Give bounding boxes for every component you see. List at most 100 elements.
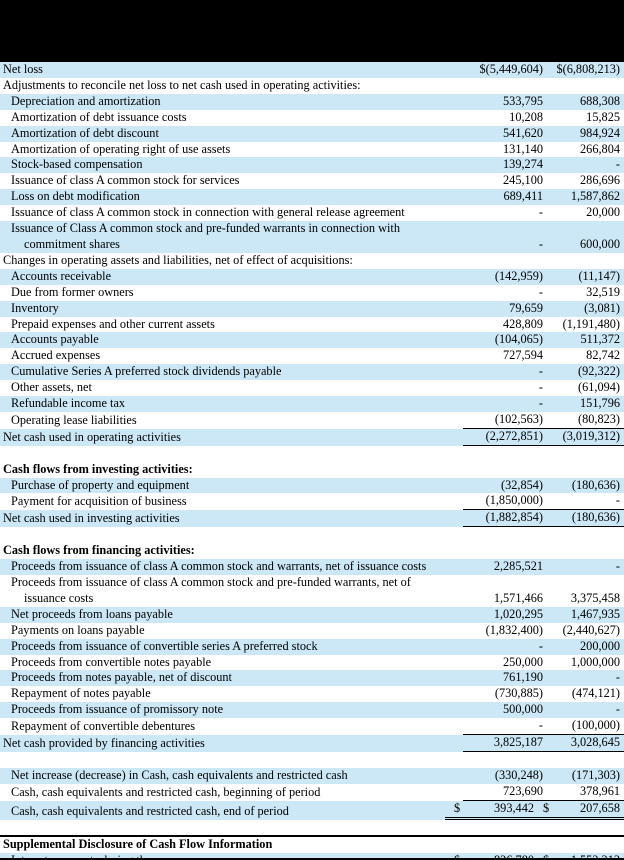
row-value-col2: (92,322) bbox=[543, 364, 624, 380]
row-label-line1: Repayment of notes payable bbox=[11, 686, 151, 701]
row-amount-col2: 511,372 bbox=[580, 332, 620, 347]
row-amount-col2: (474,121) bbox=[571, 686, 620, 701]
row-value-col1: 79,659 bbox=[463, 301, 543, 317]
row-amount-col1: (32,854) bbox=[500, 477, 543, 492]
row-label-line1: Payments on loans payable bbox=[11, 622, 145, 637]
table-row: Accounts receivable (142,959) (11,147) bbox=[0, 268, 624, 285]
row-label: Accounts receivable bbox=[0, 269, 463, 285]
row-amount-col1: (104,065) bbox=[494, 332, 543, 347]
row-label-line1: Amortization of debt issuance costs bbox=[11, 109, 187, 124]
row-value-col2: 200,000 bbox=[543, 639, 624, 655]
row-label: Due from former owners bbox=[0, 285, 463, 301]
row-value-col1: 1,020,295 bbox=[463, 607, 543, 623]
row-label: Cumulative Series A preferred stock divi… bbox=[0, 364, 463, 380]
row-label-line1: Interest payments during the year bbox=[11, 853, 445, 858]
row-label: Proceeds from notes payable, net of disc… bbox=[0, 670, 463, 686]
row-amount-col1: 245,100 bbox=[503, 173, 543, 188]
row-value-col2: 688,308 bbox=[543, 94, 624, 110]
row-amount-col1: (102,563) bbox=[494, 411, 543, 426]
row-amount-col1: 131,140 bbox=[503, 141, 543, 156]
row-amount-col2: 3,375,458 bbox=[570, 590, 620, 605]
row-amount-col2: 600,000 bbox=[580, 236, 620, 251]
table-row: Net cash provided by financing activitie… bbox=[0, 735, 624, 752]
row-label: Repayment of notes payable bbox=[0, 686, 463, 702]
row-amount-col2: - bbox=[615, 702, 620, 717]
row-label-line1: Other assets, net bbox=[11, 380, 92, 395]
row-value-col1: 727,594 bbox=[463, 348, 543, 364]
row-label-line1: Proceeds from issuance of convertible se… bbox=[11, 638, 318, 653]
row-label-line1: Cash, cash equivalents and restricted ca… bbox=[11, 803, 289, 818]
row-value-col2: (3,019,312) bbox=[543, 429, 624, 446]
row-value-col2: 1,000,000 bbox=[543, 655, 624, 671]
row-value-col2: (171,303) bbox=[543, 768, 624, 784]
table-row: Cash, cash equivalents and restricted ca… bbox=[0, 800, 624, 820]
row-label-line1: Accounts receivable bbox=[11, 268, 112, 283]
row-amount-col2: - bbox=[615, 157, 620, 172]
table-row: Net cash used in operating activities (2… bbox=[0, 428, 624, 446]
table-row: Proceeds from issuance of convertible se… bbox=[0, 638, 624, 655]
row-value-col2: (1,191,480) bbox=[543, 317, 624, 333]
row-value-col2: (180,636) bbox=[543, 478, 624, 494]
row-value-col1: (330,248) bbox=[463, 768, 543, 784]
row-amount-col1: - bbox=[538, 718, 543, 733]
row-amount-col2: 207,658 bbox=[580, 800, 620, 815]
row-amount-col1: 139,274 bbox=[503, 157, 543, 172]
table-row: Cash, cash equivalents and restricted ca… bbox=[0, 784, 624, 801]
row-value-col2: (61,094) bbox=[543, 380, 624, 396]
table-row: Supplemental Disclosure of Cash Flow Inf… bbox=[0, 835, 624, 853]
row-label-line1: Changes in operating assets and liabilit… bbox=[3, 252, 353, 267]
row-label-line1: Net loss bbox=[3, 62, 43, 76]
row-value-col1: 131,140 bbox=[463, 142, 543, 158]
row-value-col1: 689,411 bbox=[463, 189, 543, 205]
table-row: Issuance of class A common stock for ser… bbox=[0, 173, 624, 189]
row-amount-col1: 1,571,466 bbox=[493, 590, 543, 605]
row-amount-col1: 250,000 bbox=[503, 654, 543, 669]
row-amount-col1: (1,850,000) bbox=[485, 493, 543, 508]
row-label-line2: issuance costs bbox=[24, 590, 94, 605]
row-amount-col2: (11,147) bbox=[578, 268, 620, 283]
row-amount-col1: (2,272,851) bbox=[485, 428, 543, 443]
table-row: Proceeds from issuance of promissory not… bbox=[0, 702, 624, 719]
row-value-col2: $(6,808,213) bbox=[543, 62, 624, 78]
row-label: Payment for acquisition of business bbox=[0, 494, 463, 510]
row-label: Depreciation and amortization bbox=[0, 94, 463, 110]
table-row: Net loss $(5,449,604) $(6,808,213) bbox=[0, 62, 624, 78]
row-label-line1: Net proceeds from loans payable bbox=[11, 606, 173, 621]
row-amount-col1: 500,000 bbox=[503, 702, 543, 717]
row-label: Proceeds from issuance of class A common… bbox=[0, 575, 463, 607]
row-label-line1: Inventory bbox=[11, 300, 59, 315]
row-value-col1: 541,620 bbox=[463, 126, 543, 142]
row-amount-col2: (171,303) bbox=[571, 767, 620, 782]
row-value-col1: - bbox=[463, 205, 543, 221]
row-label-line1: Refundable income tax bbox=[11, 396, 126, 411]
table-row bbox=[0, 752, 624, 768]
row-label-line1: Issuance of class A common stock for ser… bbox=[11, 173, 240, 188]
dollar-sign: $ bbox=[454, 853, 460, 858]
table-row bbox=[0, 446, 624, 462]
row-label: Amortization of debt issuance costs bbox=[0, 110, 463, 126]
row-label-line2: commitment shares bbox=[24, 236, 120, 251]
row-label: Net cash used in operating activities bbox=[0, 430, 463, 446]
row-value-col2: 32,519 bbox=[543, 285, 624, 301]
row-amount-col2: (1,191,480) bbox=[562, 316, 620, 331]
row-label: Other assets, net bbox=[0, 380, 463, 396]
row-value-col1: $(5,449,604) bbox=[463, 62, 543, 78]
row-value-col1: 250,000 bbox=[463, 655, 543, 671]
row-value-col2: 15,825 bbox=[543, 110, 624, 126]
table-row: Other assets, net - (61,094) bbox=[0, 380, 624, 396]
row-value-col2: (80,823) bbox=[543, 412, 624, 429]
table-row: Accrued expenses 727,594 82,742 bbox=[0, 348, 624, 364]
row-amount-col2: (180,636) bbox=[571, 477, 620, 492]
table-row: Refundable income tax - 151,796 bbox=[0, 396, 624, 412]
row-label-line1: Net cash used in operating activities bbox=[3, 429, 181, 444]
row-label-line1: Issuance of Class A common stock and pre… bbox=[11, 221, 400, 236]
row-label-line1: Purchase of property and equipment bbox=[11, 477, 190, 492]
table-row: Payment for acquisition of business (1,8… bbox=[0, 493, 624, 511]
row-label: Amortization of operating right of use a… bbox=[0, 142, 463, 158]
row-amount-col1: 1,020,295 bbox=[493, 606, 543, 621]
row-amount-col1: (1,882,854) bbox=[485, 510, 543, 525]
row-label-line1: Prepaid expenses and other current asset… bbox=[11, 316, 215, 331]
row-amount-col1: 2,285,521 bbox=[493, 559, 543, 574]
row-label: Cash, cash equivalents and restricted ca… bbox=[0, 785, 463, 801]
